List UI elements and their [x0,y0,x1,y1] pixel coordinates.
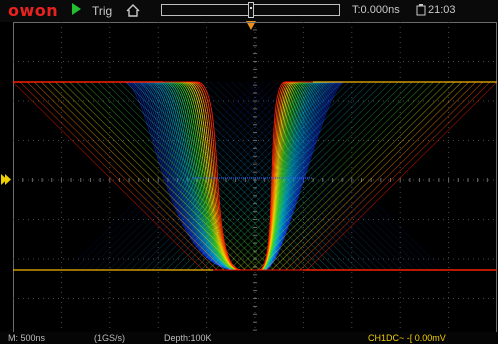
brand-logo: owon [8,1,59,20]
bottom-status-bar: M: 500ns (1GS/s) Depth:100K CH1DC~ -[ 0.… [0,332,498,344]
trigger-position-marker[interactable] [246,21,256,30]
play-icon[interactable] [72,3,81,15]
timebar-window-marker[interactable] [248,2,254,18]
home-icon[interactable] [126,4,140,17]
channel-1-info: CH1DC~ -[ 0.00mV [368,333,446,343]
trigger-time-readout: T:0.000ns [352,4,400,16]
memory-depth-readout: Depth:100K [164,333,212,343]
waveform-trace [13,81,497,271]
channel-1-marker[interactable] [1,174,12,185]
trigger-status[interactable]: Trig [92,4,113,18]
clock: 21:03 [428,4,456,16]
sample-rate-readout: (1GS/s) [94,333,126,343]
memory-timebar[interactable] [161,2,340,18]
waveform-display [13,22,497,338]
graticule [13,22,497,338]
timebase-readout: M: 500ns [8,333,46,343]
top-status-bar: owon Trig T:0.000ns 21:03 [0,0,498,22]
battery-icon [416,4,426,16]
